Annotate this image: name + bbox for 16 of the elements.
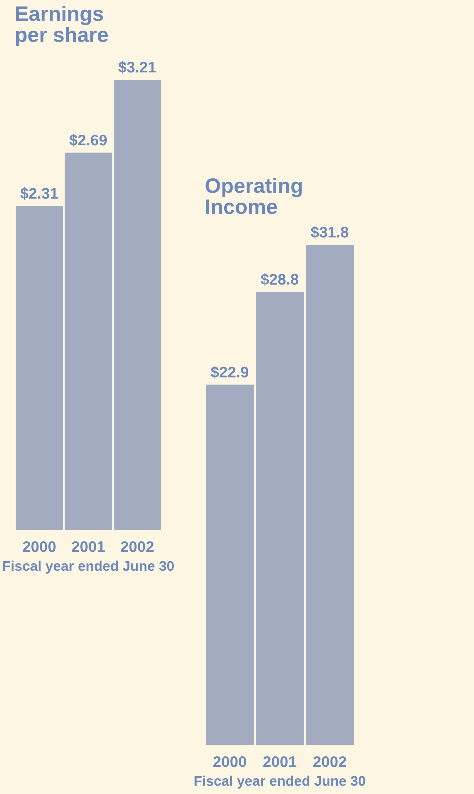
data-label: $22.9 — [211, 366, 249, 379]
data-label: $31.8 — [311, 226, 349, 239]
x-tick-label: 2002 — [121, 542, 154, 552]
x-tick-label: 2000 — [214, 756, 246, 768]
data-label: $28.8 — [261, 273, 299, 286]
x-axis-title: Fiscal year ended June 30 — [194, 776, 366, 789]
data-label: $3.21 — [118, 61, 156, 74]
x-tick-label: 2001 — [264, 756, 297, 768]
data-label: $2.31 — [20, 187, 58, 200]
x-tick-label: 2002 — [314, 756, 346, 768]
x-tick-label: 2000 — [23, 542, 56, 552]
chart-title: Operating Income — [206, 178, 302, 214]
x-axis-title: Fiscal year ended June 30 — [3, 560, 174, 574]
x-tick-label: 2001 — [72, 542, 106, 552]
data-label: $2.69 — [70, 134, 108, 147]
chart-title: Earnings per share — [16, 6, 108, 46]
